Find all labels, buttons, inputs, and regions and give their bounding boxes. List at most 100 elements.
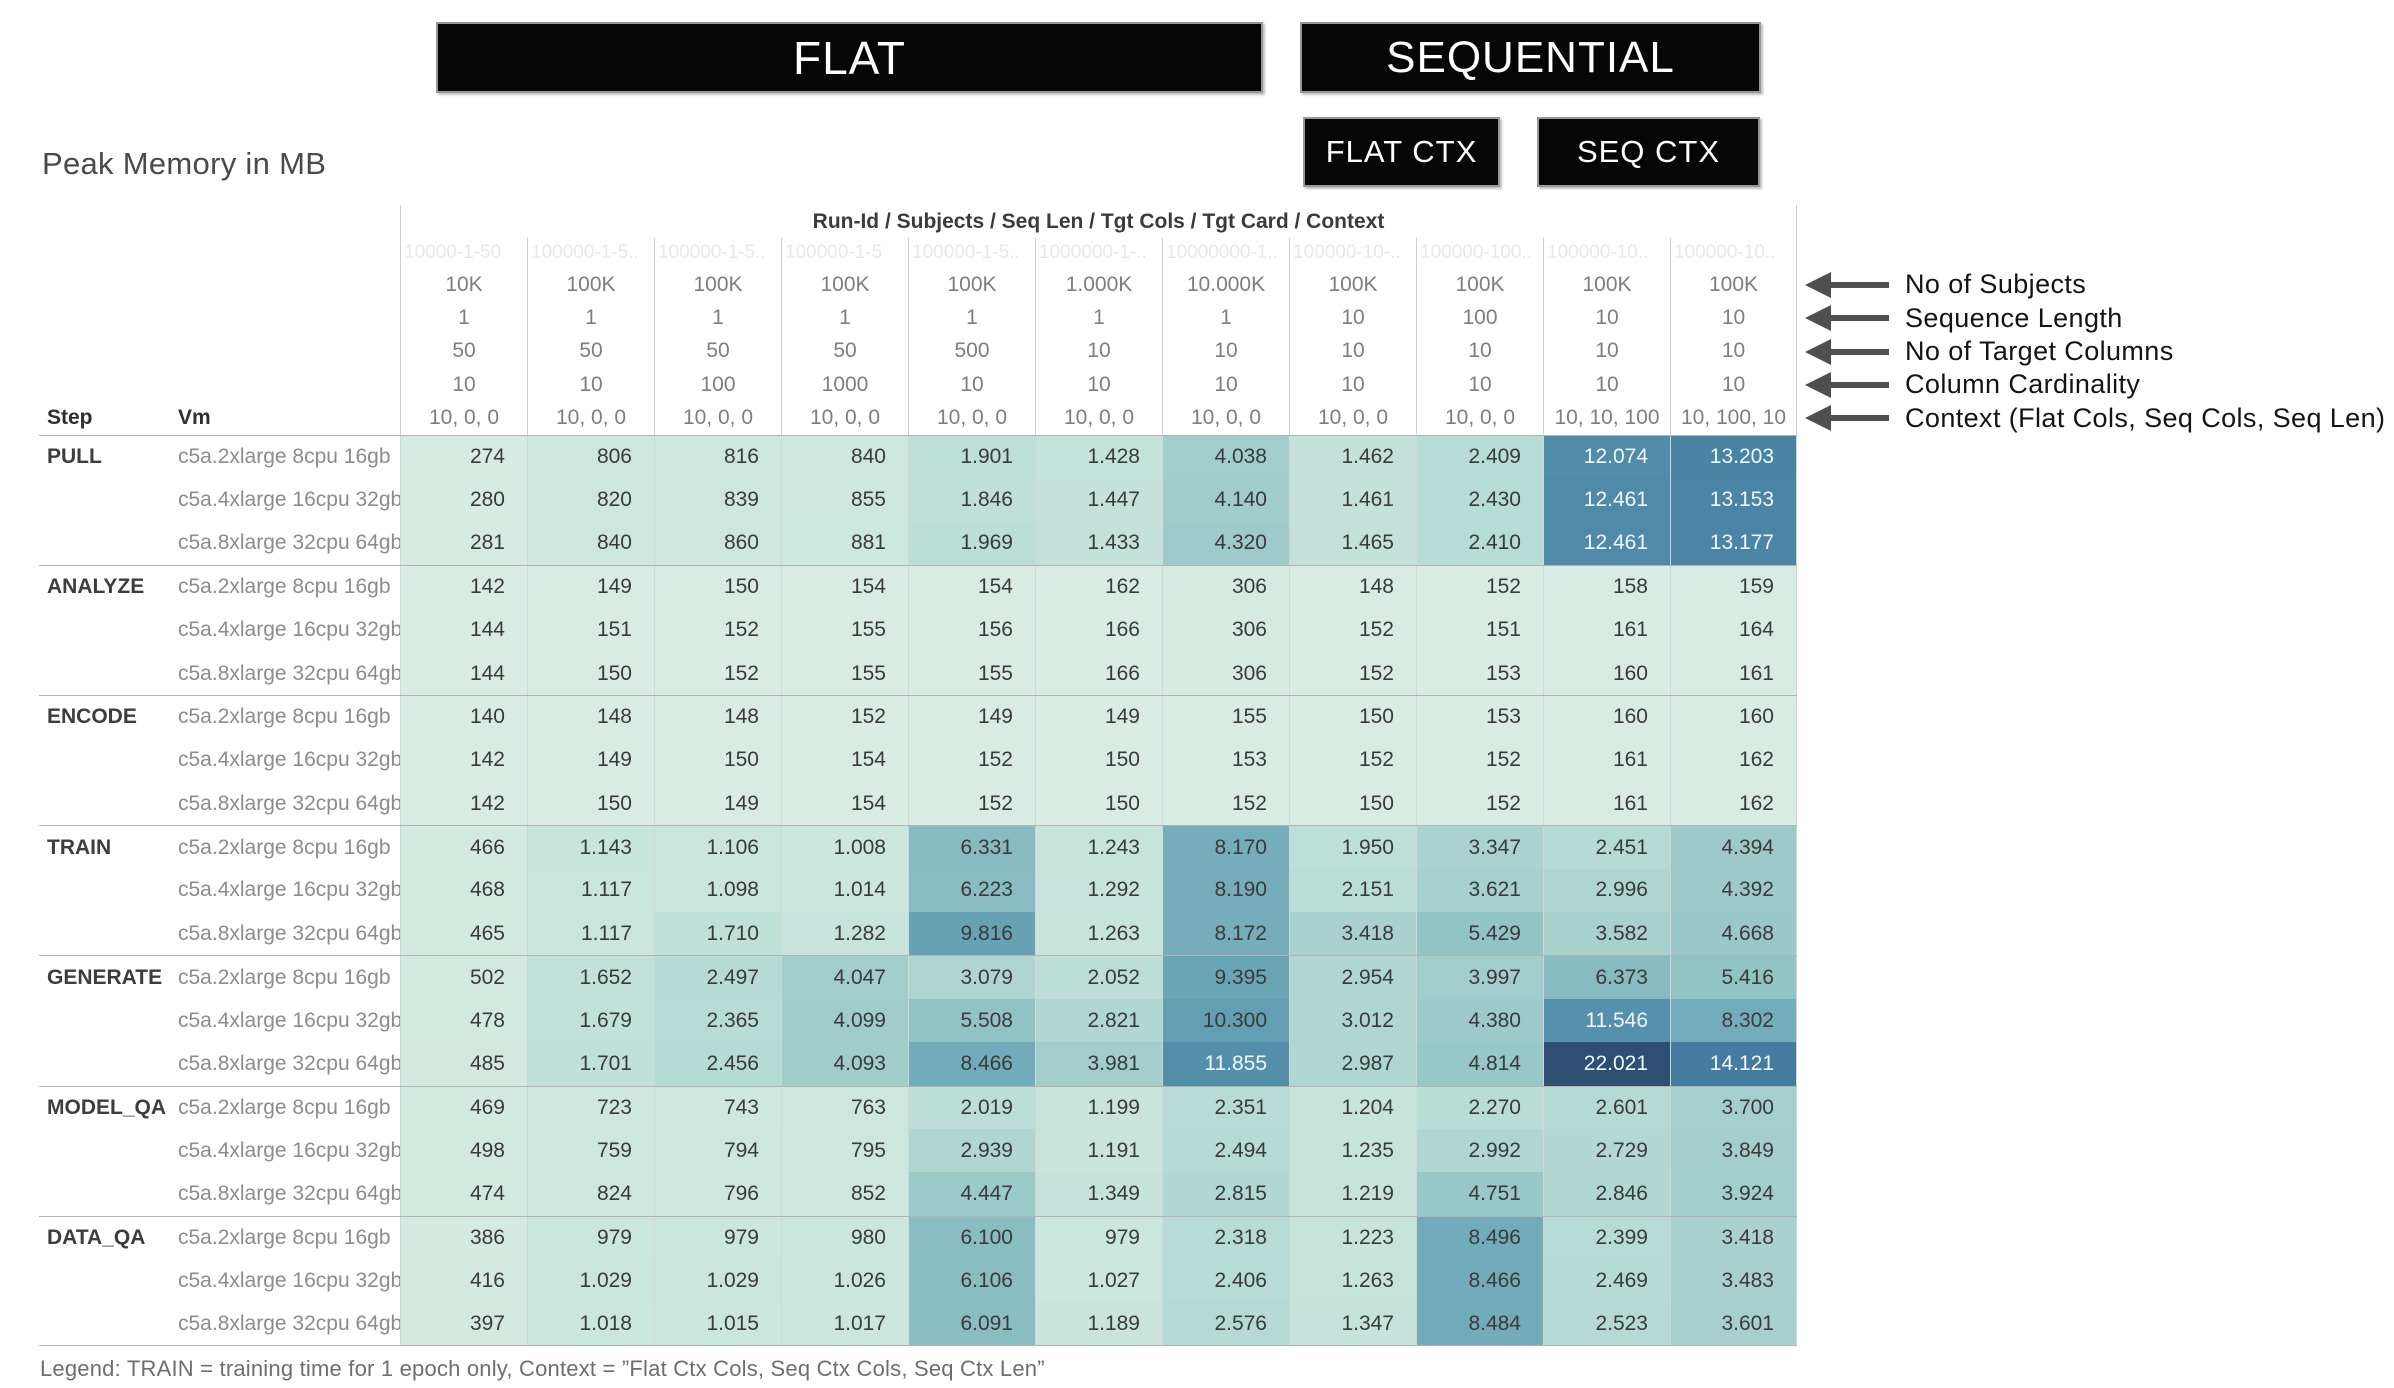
vm-label: c5a.4xlarge 16cpu 32gb xyxy=(178,1008,400,1032)
vm-label: c5a.4xlarge 16cpu 32gb xyxy=(178,878,400,902)
memory-cell: 4.380 xyxy=(1416,998,1543,1043)
memory-cell: 6.091 xyxy=(908,1302,1035,1345)
run-id-label: 1000000-1-.. xyxy=(1035,238,1162,268)
memory-cell: 1.219 xyxy=(1289,1172,1416,1216)
memory-cell: 1.008 xyxy=(781,826,908,869)
memory-cell: 150 xyxy=(654,738,781,782)
annotation-1: Sequence Length xyxy=(1805,302,2123,334)
param-value-seq_len: 1 xyxy=(781,301,908,335)
param-value-tgt_card: 100 xyxy=(654,368,781,402)
memory-cell: 152 xyxy=(1289,738,1416,782)
table-row: c5a.4xlarge 16cpu 32gb 468 1.117 1.098 1.014… xyxy=(39,868,1797,913)
peak-memory-heatmap-table: Run-Id / Subjects / Seq Len / Tgt Cols /… xyxy=(39,205,1797,1346)
memory-cell: 150 xyxy=(1035,738,1162,782)
left-arrow-head xyxy=(1805,405,1831,432)
vm-label: c5a.8xlarge 32cpu 64gb xyxy=(178,921,400,945)
left-arrow-tail xyxy=(1831,315,1889,322)
annotation-label: No of Target Columns xyxy=(1905,336,2174,366)
column-header-title-row: Run-Id / Subjects / Seq Len / Tgt Cols /… xyxy=(39,205,1797,238)
memory-cell: 474 xyxy=(400,1172,527,1216)
table-row: c5a.4xlarge 16cpu 32gb 144 151 152 155 156 166… xyxy=(39,608,1797,652)
memory-cell: 2.270 xyxy=(1416,1086,1543,1129)
memory-cell: 1.235 xyxy=(1289,1128,1416,1173)
memory-cell: 1.710 xyxy=(654,912,781,956)
memory-cell: 502 xyxy=(400,956,527,999)
spacer xyxy=(178,335,400,368)
memory-cell: 979 xyxy=(1035,1216,1162,1260)
spacer xyxy=(178,368,400,401)
param-value-context: 10, 0, 0 xyxy=(400,401,527,435)
param-value-tgt_cols: 10 xyxy=(1416,334,1543,369)
memory-cell: 2.451 xyxy=(1543,826,1670,869)
table-row: c5a.8xlarge 32cpu 64gb 474 824 796 852 4.447 1… xyxy=(39,1172,1797,1216)
memory-cell: 159 xyxy=(1670,566,1797,609)
memory-cell: 149 xyxy=(908,696,1035,739)
memory-cell: 1.014 xyxy=(781,868,908,913)
vm-label: c5a.8xlarge 32cpu 64gb xyxy=(178,1311,400,1335)
run-id-label: 100000-10.. xyxy=(1543,238,1670,268)
memory-cell: 881 xyxy=(781,521,908,566)
run-id-label: 10000000-1.. xyxy=(1162,238,1289,268)
memory-cell: 820 xyxy=(527,478,654,522)
memory-cell: 9.816 xyxy=(908,912,1035,956)
memory-cell: 2.399 xyxy=(1543,1216,1670,1260)
memory-cell: 2.601 xyxy=(1543,1086,1670,1129)
flat-banner: FLAT xyxy=(436,22,1263,93)
run-id-label: 100000-10.. xyxy=(1670,238,1797,268)
memory-cell: 855 xyxy=(781,478,908,522)
memory-cell: 2.729 xyxy=(1543,1128,1670,1173)
memory-cell: 980 xyxy=(781,1216,908,1260)
memory-cell: 4.447 xyxy=(908,1172,1035,1216)
table-row: ENCODE c5a.2xlarge 8cpu 16gb 140 148 148 152 1… xyxy=(39,695,1797,739)
step-label xyxy=(39,1172,178,1215)
memory-cell: 1.027 xyxy=(1035,1259,1162,1303)
param-value-seq_len: 10 xyxy=(1670,301,1797,335)
memory-cell: 8.172 xyxy=(1162,912,1289,956)
memory-cell: 152 xyxy=(908,781,1035,826)
memory-cell: 759 xyxy=(527,1128,654,1173)
memory-cell: 1.679 xyxy=(527,998,654,1043)
memory-cell: 155 xyxy=(1162,696,1289,739)
memory-cell: 1.950 xyxy=(1289,826,1416,869)
memory-cell: 2.497 xyxy=(654,956,781,999)
param-value-subjects: 100K xyxy=(1416,268,1543,302)
table-row: TRAIN c5a.2xlarge 8cpu 16gb 466 1.143 1.106 1… xyxy=(39,825,1797,869)
memory-cell: 795 xyxy=(781,1128,908,1173)
memory-cell: 763 xyxy=(781,1086,908,1129)
memory-cell: 1.969 xyxy=(908,521,1035,566)
param-value-tgt_cols: 50 xyxy=(781,334,908,369)
legend-note: Legend: TRAIN = training time for 1 epoc… xyxy=(40,1356,1045,1381)
step-label xyxy=(39,652,178,695)
param-value-tgt_card: 10 xyxy=(1162,368,1289,402)
memory-cell: 4.320 xyxy=(1162,521,1289,566)
memory-cell: 468 xyxy=(400,868,527,913)
memory-cell: 1.117 xyxy=(527,912,654,956)
param-value-tgt_card: 10 xyxy=(1670,368,1797,402)
annotation-0: No of Subjects xyxy=(1805,269,2086,301)
memory-cell: 2.318 xyxy=(1162,1216,1289,1260)
memory-cell: 274 xyxy=(400,435,527,479)
step-label: DATA_QA xyxy=(47,1225,146,1249)
memory-cell: 1.347 xyxy=(1289,1302,1416,1345)
param-value-seq_len: 1 xyxy=(1162,301,1289,335)
step-label xyxy=(39,739,178,782)
param-value-tgt_cols: 10 xyxy=(1670,334,1797,369)
page-title: Peak Memory in MB xyxy=(42,146,327,181)
memory-cell: 2.954 xyxy=(1289,956,1416,999)
memory-cell: 154 xyxy=(781,566,908,609)
memory-cell: 1.282 xyxy=(781,912,908,956)
left-arrow-tail xyxy=(1831,348,1889,355)
memory-cell: 142 xyxy=(400,781,527,826)
memory-cell: 824 xyxy=(527,1172,654,1216)
param-value-subjects: 100K xyxy=(527,268,654,302)
memory-cell: 1.461 xyxy=(1289,478,1416,522)
table-row: PULL c5a.2xlarge 8cpu 16gb 274 806 816 840 1.9… xyxy=(39,434,1797,479)
memory-cell: 4.038 xyxy=(1162,435,1289,479)
memory-cell: 152 xyxy=(654,608,781,652)
memory-cell: 6.331 xyxy=(908,826,1035,869)
vm-label: c5a.8xlarge 32cpu 64gb xyxy=(178,531,400,555)
memory-cell: 1.243 xyxy=(1035,826,1162,869)
memory-cell: 166 xyxy=(1035,651,1162,696)
memory-cell: 153 xyxy=(1162,738,1289,782)
param-value-subjects: 10.000K xyxy=(1162,268,1289,302)
